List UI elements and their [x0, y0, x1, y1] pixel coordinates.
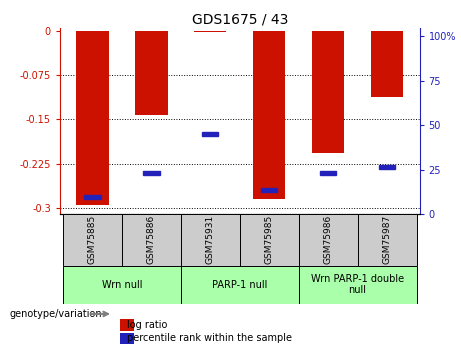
- Text: GSM75987: GSM75987: [383, 215, 391, 264]
- Text: GSM75886: GSM75886: [147, 215, 156, 264]
- Bar: [299, 266, 417, 304]
- Bar: [122, 214, 181, 266]
- Bar: [181, 266, 299, 304]
- Bar: [253, 31, 285, 198]
- Bar: [135, 31, 167, 115]
- Bar: [120, 333, 134, 344]
- Bar: [76, 31, 108, 205]
- Bar: [240, 214, 299, 266]
- Bar: [63, 214, 122, 266]
- Bar: [202, 132, 219, 136]
- Bar: [379, 165, 396, 169]
- Bar: [120, 319, 134, 331]
- Bar: [261, 188, 278, 192]
- Text: GSM75931: GSM75931: [206, 215, 215, 264]
- Bar: [84, 195, 100, 199]
- Text: Wrn PARP-1 double
null: Wrn PARP-1 double null: [311, 274, 404, 295]
- Bar: [358, 214, 417, 266]
- Bar: [194, 31, 226, 32]
- Text: genotype/variation: genotype/variation: [9, 309, 102, 319]
- Text: GSM75885: GSM75885: [88, 215, 97, 264]
- Bar: [143, 171, 160, 175]
- Text: PARP-1 null: PARP-1 null: [212, 280, 267, 289]
- Bar: [299, 214, 358, 266]
- Bar: [371, 31, 403, 97]
- Text: log ratio: log ratio: [127, 320, 167, 330]
- Bar: [312, 31, 344, 153]
- Bar: [63, 266, 181, 304]
- Text: Wrn null: Wrn null: [101, 280, 142, 289]
- Text: percentile rank within the sample: percentile rank within the sample: [127, 333, 292, 343]
- Bar: [181, 214, 240, 266]
- Bar: [320, 171, 337, 175]
- Text: GSM75986: GSM75986: [324, 215, 333, 264]
- Text: GSM75985: GSM75985: [265, 215, 274, 264]
- Title: GDS1675 / 43: GDS1675 / 43: [191, 12, 288, 27]
